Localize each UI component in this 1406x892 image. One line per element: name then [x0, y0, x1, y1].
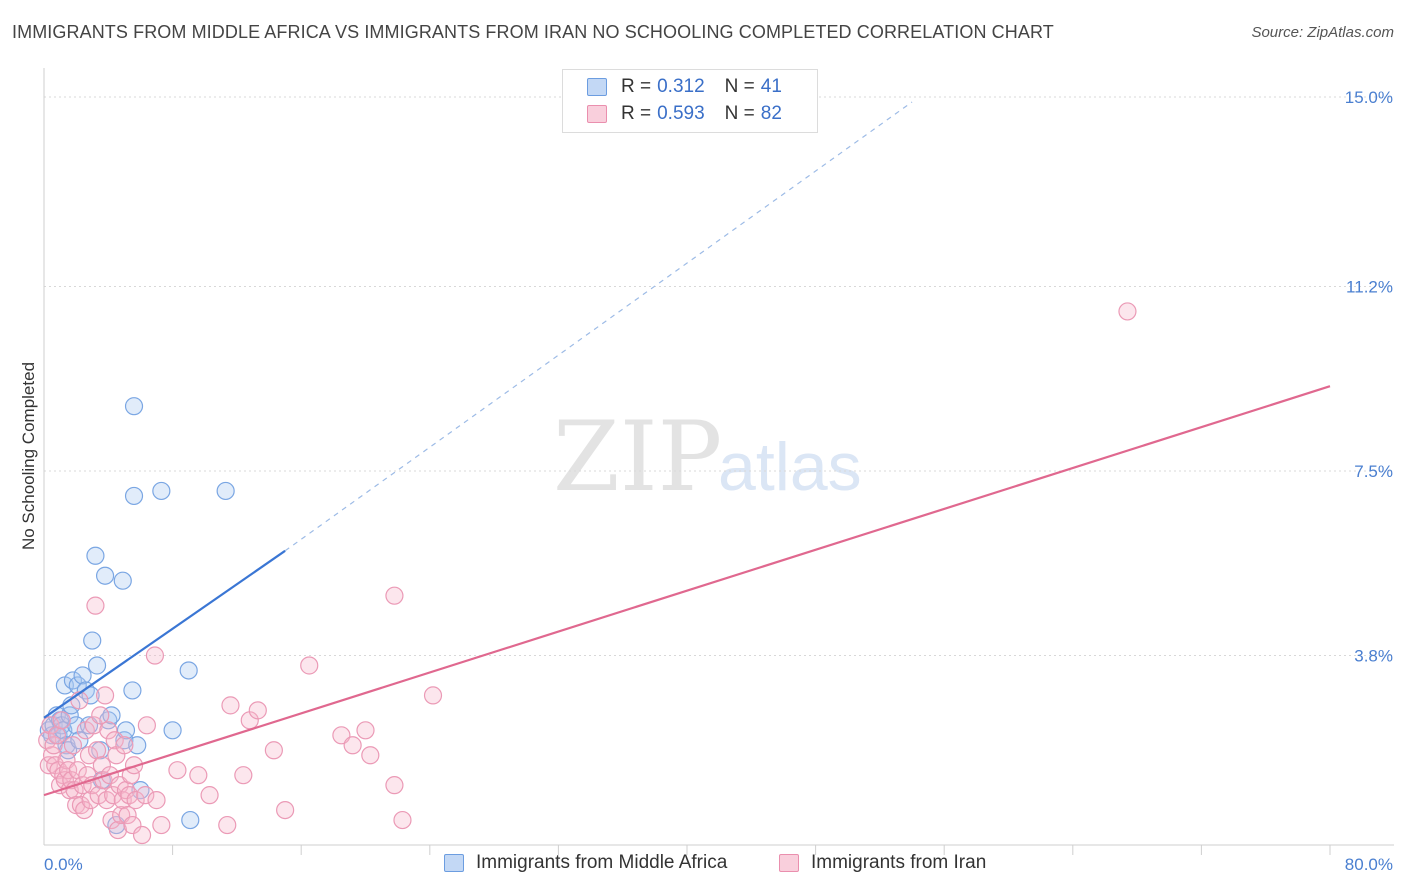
- point-middle-africa: [124, 397, 144, 416]
- point-middle-africa: [124, 486, 144, 506]
- point-iran: [152, 815, 171, 835]
- point-middle-africa: [81, 686, 100, 705]
- point-iran: [95, 686, 115, 705]
- point-iran: [115, 736, 134, 755]
- watermark-atlas: atlas: [718, 429, 862, 505]
- point-iran: [234, 766, 253, 785]
- point-middle-africa: [163, 721, 182, 740]
- point-middle-africa: [131, 781, 150, 800]
- pink-swatch-icon: [587, 105, 607, 123]
- point-iran: [59, 761, 78, 780]
- point-iran: [264, 741, 283, 760]
- legend-n-value: 82: [760, 103, 782, 124]
- point-iran: [385, 586, 404, 605]
- point-iran: [39, 756, 58, 775]
- point-middle-africa: [63, 671, 83, 690]
- bottom-legend-middle-africa: Immigrants from Middle Africa: [444, 852, 727, 874]
- point-middle-africa: [83, 631, 102, 650]
- trendline-middle-africa: [43, 549, 286, 719]
- point-iran: [41, 716, 60, 735]
- point-iran: [361, 746, 380, 765]
- point-iran: [44, 736, 63, 755]
- point-iran: [91, 706, 110, 725]
- point-middle-africa: [95, 566, 115, 585]
- y-tick-label: 3.8%: [1354, 647, 1393, 666]
- legend-n-value: 41: [760, 76, 782, 97]
- point-iran: [300, 656, 319, 675]
- point-iran: [147, 791, 166, 810]
- point-iran: [86, 596, 105, 615]
- legend-r-label: R =: [621, 76, 652, 97]
- point-iran: [343, 736, 362, 755]
- point-iran: [218, 815, 237, 835]
- point-middle-africa: [152, 481, 171, 501]
- legend-row-iran: R = 0.593 N = 82: [587, 101, 782, 127]
- point-iran: [356, 721, 375, 740]
- legend-n-label: N =: [724, 103, 755, 124]
- point-iran: [189, 766, 208, 785]
- point-iran: [75, 800, 94, 820]
- legend-row-middle-africa: R = 0.312 N = 41: [587, 74, 782, 100]
- x-tick-label-max: 80.0%: [1345, 855, 1393, 874]
- legend-n-label: N =: [724, 76, 755, 97]
- point-iran: [132, 825, 152, 845]
- y-tick-label: 7.5%: [1354, 462, 1393, 481]
- bottom-legend-label: Immigrants from Middle Africa: [476, 852, 728, 873]
- point-iran: [84, 716, 103, 735]
- point-middle-africa: [181, 810, 200, 830]
- point-iran: [200, 786, 219, 805]
- point-iran: [276, 800, 295, 820]
- point-middle-africa: [128, 736, 147, 755]
- point-iran: [105, 731, 124, 750]
- point-iran: [137, 716, 156, 735]
- stats-legend: R = 0.312 N = 41 R = 0.593 N = 82: [562, 69, 818, 133]
- point-iran: [63, 736, 83, 755]
- point-iran: [124, 756, 144, 775]
- point-iran: [145, 646, 165, 665]
- point-iran: [393, 810, 412, 830]
- legend-r-value: 0.593: [657, 103, 705, 124]
- point-iran: [168, 761, 187, 780]
- legend-r-label: R =: [621, 103, 652, 124]
- y-tick-label: 11.2%: [1346, 277, 1393, 296]
- blue-swatch-icon: [587, 78, 607, 96]
- point-iran: [248, 701, 267, 720]
- point-middle-africa: [123, 681, 142, 700]
- point-iran: [71, 796, 91, 815]
- point-middle-africa: [216, 481, 235, 501]
- bottom-legend-label: Immigrants from Iran: [811, 852, 987, 873]
- point-iran: [52, 711, 71, 730]
- y-tick-label: 15.0%: [1345, 88, 1393, 107]
- point-middle-africa: [87, 656, 107, 675]
- point-middle-africa: [73, 666, 92, 685]
- point-iran: [423, 686, 443, 705]
- point-iran: [385, 776, 404, 795]
- bottom-legend-iran: Immigrants from Iran: [779, 852, 986, 874]
- point-middle-africa: [67, 716, 86, 735]
- legend-r-value: 0.312: [657, 76, 705, 97]
- point-iran: [136, 786, 155, 805]
- point-iran: [1118, 302, 1137, 321]
- trendline-iran: [43, 385, 1331, 797]
- point-middle-africa: [86, 546, 105, 565]
- point-iran: [118, 805, 137, 825]
- point-middle-africa: [179, 661, 198, 680]
- pink-swatch-icon: [779, 854, 799, 872]
- y-axis-label: No Schooling Completed: [19, 362, 38, 550]
- x-tick-label-min: 0.0%: [44, 855, 83, 874]
- blue-swatch-icon: [444, 854, 464, 872]
- trendline-middle-africa-extension: [284, 101, 913, 552]
- point-iran: [108, 820, 128, 840]
- chart-source: Source: ZipAtlas.com: [1251, 24, 1394, 41]
- point-iran: [123, 815, 142, 835]
- point-iran: [99, 721, 118, 740]
- point-middle-africa: [113, 571, 132, 590]
- point-iran: [126, 791, 145, 810]
- chart-title: IMMIGRANTS FROM MIDDLE AFRICA VS IMMIGRA…: [12, 22, 1054, 42]
- watermark-zip: ZIP: [553, 401, 722, 513]
- point-iran: [221, 696, 240, 715]
